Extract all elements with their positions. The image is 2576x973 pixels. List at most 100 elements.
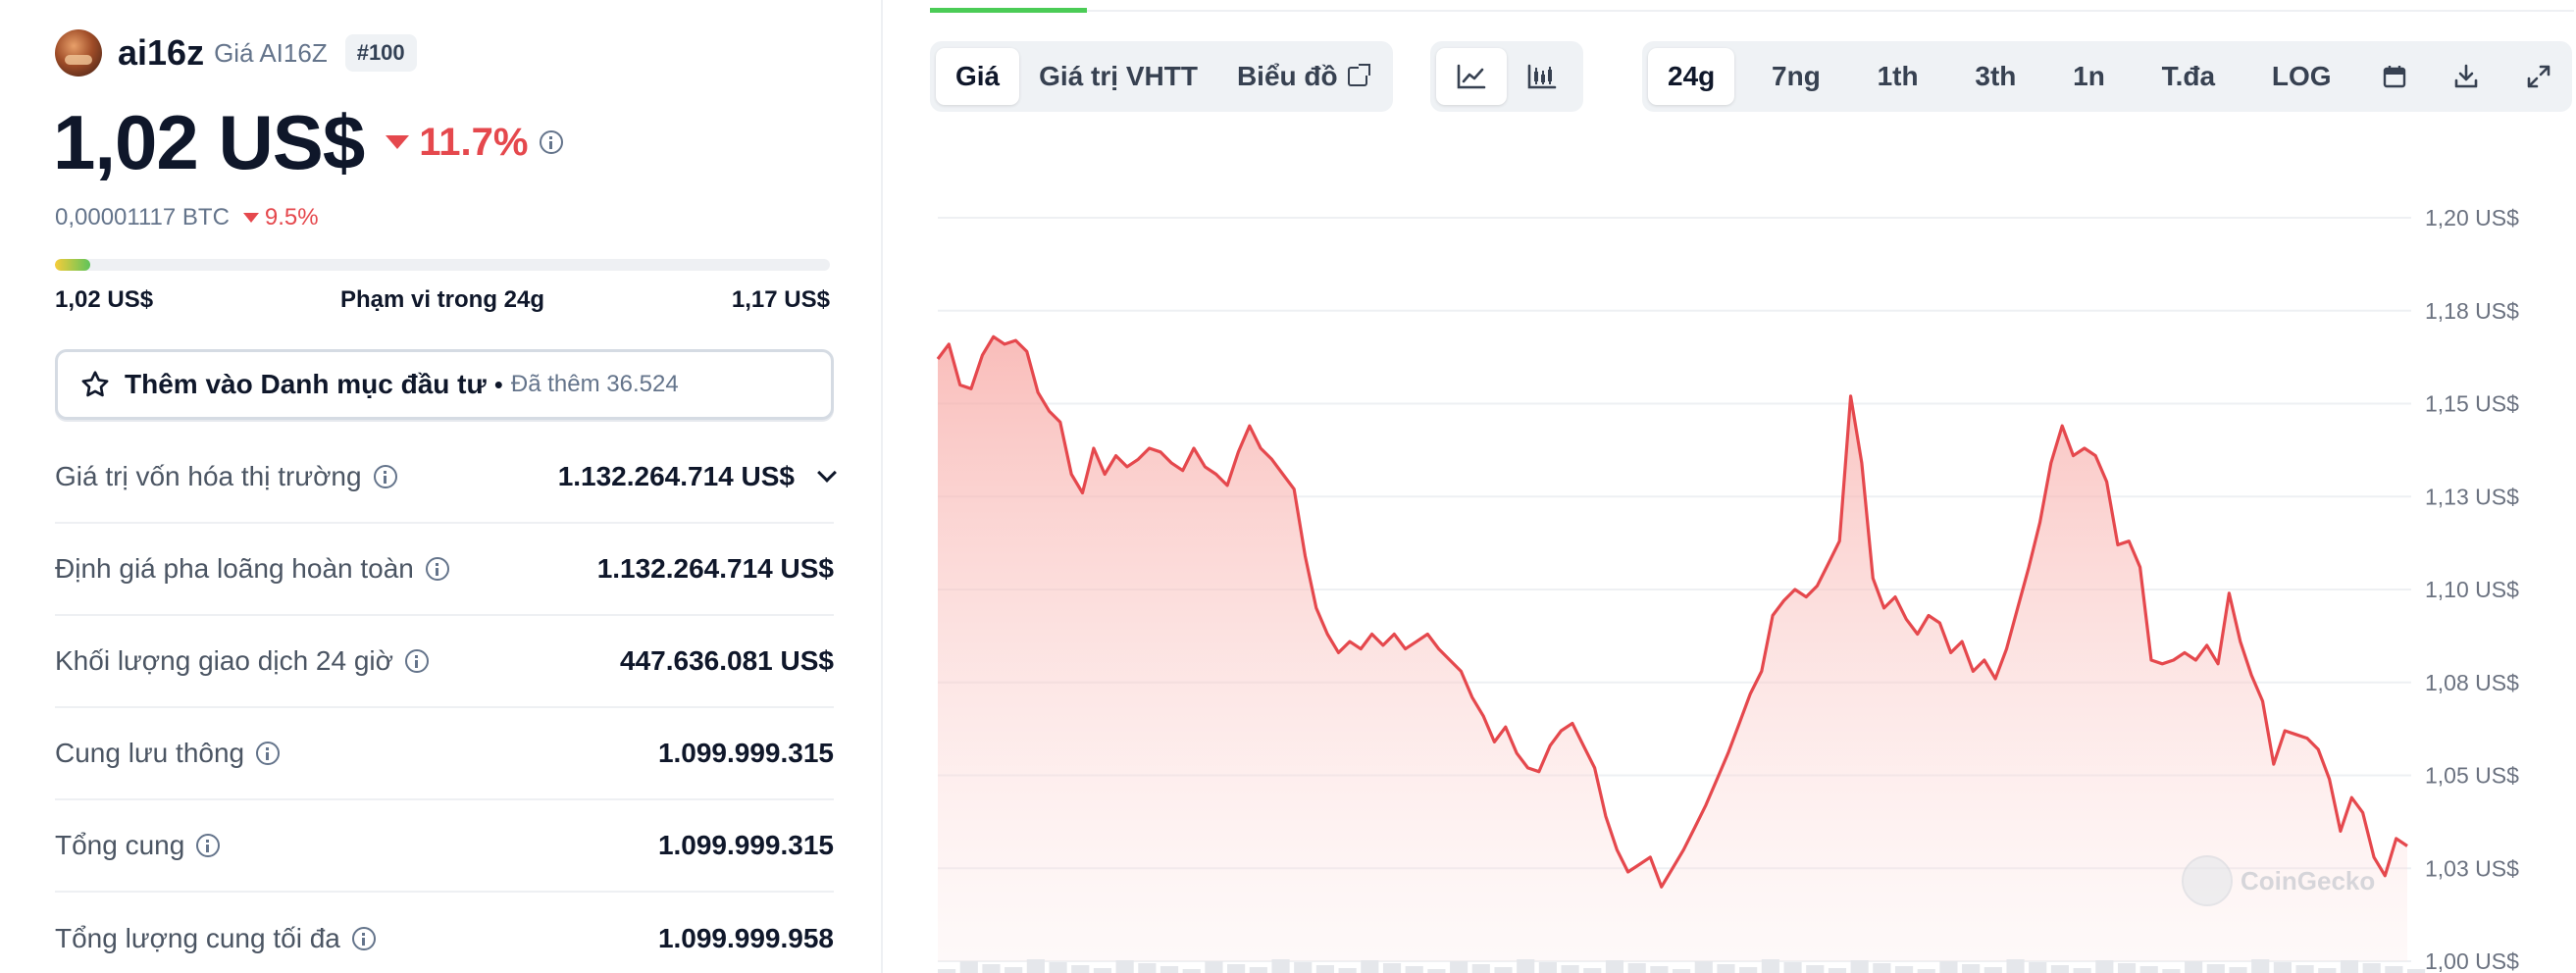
volume-bar [2273, 962, 2292, 973]
volume-bar [959, 961, 978, 973]
info-icon[interactable] [256, 742, 281, 765]
line-chart-icon [1457, 64, 1486, 89]
btc-change-value: 9.5% [264, 204, 319, 230]
volume-bar [1450, 961, 1468, 973]
info-icon[interactable] [196, 834, 221, 857]
stat-label: Tổng cung [55, 830, 185, 860]
price-range-fill [55, 259, 90, 271]
volume-bar [2407, 969, 2426, 973]
range-max[interactable]: T.đa [2161, 61, 2216, 91]
info-icon[interactable] [373, 465, 397, 488]
volume-bar [1673, 969, 1691, 973]
portfolio-count: Đã thêm 36.524 [510, 371, 679, 397]
y-tick-label: 1,18 US$ [2425, 298, 2519, 324]
time-range-tabs: 24g 7ng 1th 3th 1n T.đa LOG [1642, 41, 2572, 112]
volume-bar [2050, 965, 2070, 973]
calendar-button[interactable] [2368, 48, 2421, 105]
stat-label: Cung lưu thông [55, 738, 245, 768]
volume-bar [1850, 960, 1869, 973]
info-icon[interactable] [540, 130, 564, 154]
volume-bar [1315, 965, 1335, 973]
volume-bar [1249, 967, 1267, 973]
volume-bar [1361, 960, 1379, 973]
info-icon[interactable] [425, 557, 449, 581]
volume-bar [2340, 960, 2359, 973]
download-button[interactable] [2439, 48, 2494, 105]
coin-info-panel: ai16z Giá AI16Z #100 1,02 US$ 11.7% 0,00… [0, 0, 883, 973]
volume-bar [2029, 962, 2047, 973]
stat-label: Giá trị vốn hóa thị trường [55, 461, 362, 491]
volume-bar [1873, 963, 1891, 973]
tab-price[interactable]: Giá [936, 48, 1020, 105]
add-to-portfolio-label: Thêm vào Danh mục đầu tư [125, 369, 487, 399]
stat-value: 1.132.264.714 US$ [596, 553, 834, 584]
volume-bar [1405, 966, 1423, 973]
volume-bar [1984, 967, 2002, 973]
volume-bar [2362, 963, 2381, 973]
volume-bar [1049, 962, 1067, 973]
candlestick-chart-button[interactable] [1507, 48, 1577, 105]
price-line [936, 334, 2408, 889]
stat-value: 1.099.999.315 [657, 830, 834, 860]
stat-row-circulating-supply: Cung lưu thông 1.099.999.315 [55, 708, 834, 800]
range-24h[interactable]: 24g [1648, 48, 1735, 105]
btc-price-row: 0,00001117 BTC 9.5% [55, 204, 319, 231]
tab-market-cap[interactable]: Giá trị VHTT [1039, 61, 1198, 91]
line-chart-button[interactable] [1436, 48, 1507, 105]
rank-badge: #100 [344, 34, 417, 72]
stat-value[interactable]: 1.132.264.714 US$ [557, 461, 837, 492]
volume-bar [1427, 969, 1446, 973]
tabs-divider [930, 10, 2574, 12]
volume-bar [1894, 966, 1914, 973]
volume-bar [1561, 965, 1579, 973]
volume-bar [1538, 962, 1557, 973]
volume-bar [2206, 964, 2225, 973]
add-to-portfolio-button[interactable]: Thêm vào Danh mục đầu tư • Đã thêm 36.52… [55, 349, 834, 420]
tab-chart-label: Biểu đồ [1236, 61, 1338, 91]
price-chart[interactable]: 1,20 US$ 1,18 US$ 1,15 US$ 1,13 US$ 1,10 US$… [885, 147, 2576, 973]
range-1y[interactable]: 1n [2073, 61, 2105, 91]
coin-name: ai16z [118, 32, 205, 73]
range-log[interactable]: LOG [2271, 61, 2332, 91]
range-label: Phạm vi trong 24g [339, 286, 545, 313]
current-price: 1,02 US$ [53, 98, 365, 185]
tab-chart-external[interactable]: Biểu đồ [1217, 48, 1387, 105]
volume-bar [1026, 959, 1045, 973]
volume-bar [1294, 962, 1313, 973]
coin-header: ai16z Giá AI16Z #100 [55, 27, 417, 78]
stat-label: Khối lượng giao dịch 24 giờ [55, 645, 394, 676]
stats-table: Giá trị vốn hóa thị trường 1.132.264.714… [55, 432, 837, 973]
stat-value: 1.099.999.958 [657, 923, 834, 953]
volume-bar [2385, 966, 2403, 973]
price-change-24h: 11.7% [386, 121, 528, 165]
volume-bar [2117, 963, 2137, 973]
y-tick-label: 1,08 US$ [2425, 670, 2519, 695]
info-icon[interactable] [351, 927, 376, 950]
volume-bar [1071, 965, 1090, 973]
market-cap-value: 1.132.264.714 US$ [557, 461, 795, 491]
info-icon[interactable] [405, 649, 430, 673]
volume-bar [1739, 967, 1758, 973]
y-tick-label: 1,15 US$ [2425, 391, 2519, 417]
chevron-down-icon[interactable] [817, 463, 837, 483]
chart-type-toggle [1430, 41, 1583, 112]
chart-panel: Giá Giá trị VHTT Biểu đồ 24g 7ng 1th 3th [885, 0, 2576, 973]
btc-change: 9.5% [242, 204, 319, 231]
caret-down-icon [386, 135, 410, 149]
price-area [938, 336, 2407, 961]
coingecko-watermark: CoinGecko [2182, 855, 2375, 906]
stat-label: Tổng lượng cung tối đa [55, 923, 340, 953]
price-range-labels: 1,02 US$ Phạm vi trong 24g 1,17 US$ [55, 286, 830, 314]
fullscreen-button[interactable] [2511, 48, 2566, 105]
range-1m[interactable]: 1th [1877, 61, 1919, 91]
volume-bar [1227, 964, 1246, 973]
volume-bar [1783, 962, 1802, 973]
volume-bar [938, 969, 956, 973]
stat-row-max-supply: Tổng lượng cung tối đa 1.099.999.958 [55, 893, 834, 973]
range-7d[interactable]: 7ng [1772, 61, 1821, 91]
range-3m[interactable]: 3th [1975, 61, 2017, 91]
price-range-bar [55, 259, 830, 271]
coin-logo [55, 29, 102, 77]
stat-row-fdv: Định giá pha loãng hoàn toàn 1.132.264.7… [55, 524, 834, 616]
volume-bar [1271, 959, 1290, 973]
